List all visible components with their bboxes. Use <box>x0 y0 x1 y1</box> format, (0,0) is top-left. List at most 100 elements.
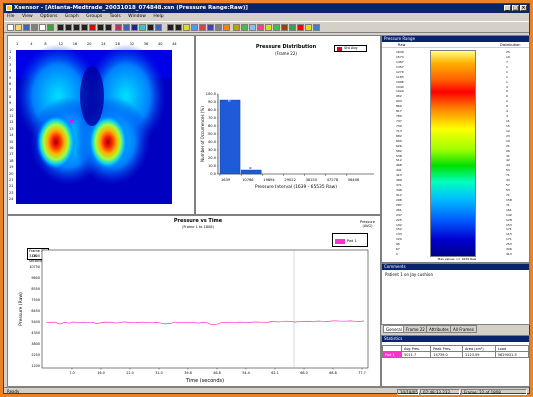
toolbar-button-36-icon[interactable] <box>297 24 304 31</box>
distribution-bar[interactable] <box>219 99 241 175</box>
scale-raw-value: 287 <box>396 202 402 207</box>
toolbar-button-21-icon[interactable] <box>175 24 182 31</box>
tab-all-frames[interactable]: All Frames <box>450 325 477 333</box>
scale-raw-value: 67 <box>396 247 400 252</box>
toolbar-button-23-icon[interactable] <box>191 24 198 31</box>
toolbar-button-9-icon[interactable] <box>73 24 80 31</box>
row-tick: 1 <box>9 50 12 54</box>
scale-raw-value: 261 <box>396 207 402 212</box>
pressure-scale-header: Pressure Range <box>382 36 529 42</box>
row-tick: 9 <box>9 101 12 106</box>
menu-window[interactable]: Window <box>128 14 146 19</box>
menu-help[interactable]: Help <box>153 14 164 19</box>
pvt-x-tick-label: 39.6 <box>184 371 192 375</box>
toolbar-button-26-icon[interactable] <box>215 24 222 31</box>
y-tick-label: 10.0 <box>208 164 217 168</box>
bar-data-label: 92.48 <box>228 93 232 102</box>
menu-tools[interactable]: Tools <box>109 14 121 19</box>
maximize-button[interactable]: □ <box>512 5 519 11</box>
menu-file[interactable]: File <box>7 14 15 19</box>
pvt-title: Pressure vs Time <box>173 218 223 224</box>
toolbar-button-5-icon[interactable] <box>39 24 46 31</box>
pvt-y-tick-label: 3800 <box>31 342 40 346</box>
status-bar: Ready 10/18/05 07:49:33.233 Frame: 22 of… <box>4 387 529 395</box>
toolbar-button-19-icon[interactable] <box>155 24 162 31</box>
status-date: 10/18/05 <box>397 389 419 395</box>
toolbar-button-34-icon[interactable] <box>281 24 288 31</box>
toolbar-button-3-icon[interactable] <box>23 24 30 31</box>
stats-area: 1123.59 <box>462 351 496 358</box>
toolbar-button-28-icon[interactable] <box>233 24 240 31</box>
toolbar <box>4 21 529 33</box>
scale-distribution-value: 413 <box>506 252 512 257</box>
toolbar-button-8-icon[interactable] <box>65 24 72 31</box>
pvt-legend-label: Pad 1 <box>347 239 357 243</box>
tab-frame[interactable]: Frame 22 <box>403 325 428 333</box>
toolbar-button-18-icon[interactable] <box>147 24 154 31</box>
toolbar-button-12-icon[interactable] <box>97 24 104 31</box>
toolbar-button-33-icon[interactable] <box>273 24 280 31</box>
heatmap-svg[interactable] <box>8 36 194 214</box>
app-icon <box>6 5 12 11</box>
pvt-x-tick-label: 46.8 <box>213 371 221 375</box>
toolbar-button-37-icon[interactable] <box>305 24 312 31</box>
toolbar-button-29-icon[interactable] <box>241 24 248 31</box>
comments-text[interactable]: Patient 1 on Jay cushion <box>385 272 433 277</box>
y-tick-label: 20.0 <box>208 156 217 160</box>
toolbar-button-10-icon[interactable] <box>81 24 88 31</box>
tab-general[interactable]: General <box>383 325 405 333</box>
toolbar-button-4-icon[interactable] <box>31 24 38 31</box>
x-tick-label: 38150 <box>306 178 318 182</box>
scale-distribution-value: 161 <box>506 207 512 212</box>
toolbar-button-15-icon[interactable] <box>123 24 130 31</box>
toolbar-button-11-icon[interactable] <box>89 24 96 31</box>
toolbar-button-13-icon[interactable] <box>105 24 112 31</box>
x-tick-label: 19894 <box>263 178 275 182</box>
scale-distribution-value: 53 <box>506 168 510 173</box>
menu-options[interactable]: Options <box>40 14 58 19</box>
pvt-y-tick-label: 4350 <box>31 331 40 335</box>
scale-distribution-value: 1 <box>506 74 508 79</box>
scale-raw-value: 582 <box>396 148 402 153</box>
scale-distribution-value: 326 <box>506 247 512 252</box>
menu-groups[interactable]: Groups <box>86 14 103 19</box>
toolbar-button-30-icon[interactable] <box>249 24 256 31</box>
toolbar-button-32-icon[interactable] <box>265 24 272 31</box>
scale-raw-value: 413 <box>396 173 402 178</box>
column-tick: 4 <box>30 42 33 46</box>
distribution-title: Pressure Distribution <box>255 44 317 50</box>
toolbar-button-35-icon[interactable] <box>289 24 296 31</box>
distribution-chart[interactable]: 100.090.080.070.060.050.040.030.020.010.… <box>196 36 380 214</box>
toolbar-button-20-icon[interactable] <box>167 24 174 31</box>
pad1-series-line[interactable] <box>45 320 365 326</box>
toolbar-button-27-icon[interactable] <box>223 24 230 31</box>
stats-pad: Pad 1 <box>382 351 402 358</box>
close-button[interactable]: × <box>520 5 527 11</box>
pvt-y-tick-label: 1200 <box>31 364 40 368</box>
menu-graph[interactable]: Graph <box>64 14 79 19</box>
toolbar-button-6-icon[interactable] <box>47 24 54 31</box>
menu-view[interactable]: View <box>21 14 33 19</box>
tab-attributes[interactable]: Attributes <box>426 325 452 333</box>
toolbar-button-38-icon[interactable] <box>313 24 320 31</box>
toolbar-button-7-icon[interactable] <box>57 24 64 31</box>
toolbar-button-16-icon[interactable] <box>131 24 138 31</box>
toolbar-button-24-icon[interactable] <box>199 24 206 31</box>
pvt-y-tick-label: 10750 <box>29 265 40 269</box>
toolbar-button-14-icon[interactable] <box>115 24 122 31</box>
pvt-y-tick-label: 5400 <box>31 320 40 324</box>
distribution-bar[interactable] <box>240 169 262 175</box>
toolbar-button-2-icon[interactable] <box>15 24 22 31</box>
title-bar: Xsensor - [Atlanta-Medtrade_20031018_074… <box>4 4 529 13</box>
row-tick: 10 <box>9 107 14 112</box>
toolbar-button-25-icon[interactable] <box>207 24 214 31</box>
toolbar-button-22-icon[interactable] <box>183 24 190 31</box>
toolbar-button-1-icon[interactable] <box>7 24 14 31</box>
scale-raw-value: 1357 <box>396 64 404 69</box>
toolbar-button-31-icon[interactable] <box>257 24 264 31</box>
toolbar-button-17-icon[interactable] <box>139 24 146 31</box>
scale-distribution-value: 25 <box>506 50 510 54</box>
minimize-button[interactable]: _ <box>504 5 511 11</box>
pressure-time-chart[interactable]: 1100 10750 9600 8550 7500 6450 5400 4350 3800 225… <box>8 216 380 386</box>
statistics-row[interactable]: Pad 1 5011.7 14739.0 1123.59 5629031.5 <box>382 351 530 358</box>
